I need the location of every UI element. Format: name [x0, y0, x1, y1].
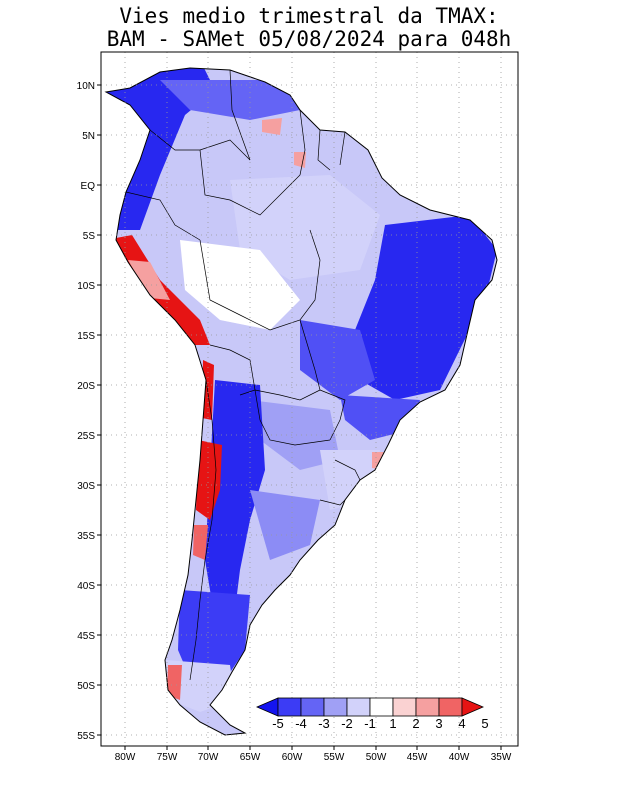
lat-label: 5N	[82, 131, 95, 142]
lat-label: 30S	[77, 481, 95, 492]
colorbar-bin	[323, 697, 348, 717]
colorbar-bin	[346, 697, 371, 717]
colorbar-label: -4	[295, 716, 307, 731]
lat-label: 20S	[77, 381, 95, 392]
lon-label: 35W	[491, 752, 512, 763]
lat-label: 55S	[77, 731, 95, 742]
colorbar: -5 -4 -3 -2 -1 1 2 3 4 5	[255, 697, 489, 731]
lon-label: 70W	[198, 752, 219, 763]
colorbar-bin	[392, 697, 417, 717]
coastline	[104, 67, 498, 736]
lat-label: 15S	[77, 331, 95, 342]
map-title-line2: BAM - SAMet 05/08/2024 para 048h	[106, 27, 512, 51]
colorbar-label: -1	[364, 716, 376, 731]
lon-axis: 80W 75W 70W 65W 60W 55W 50W 45W 40W 35W	[115, 746, 512, 763]
lon-label: 80W	[115, 752, 136, 763]
lat-label: 40S	[77, 581, 95, 592]
colorbar-bin	[415, 697, 440, 717]
lon-label: 55W	[324, 752, 345, 763]
colorbar-label: -3	[318, 716, 330, 731]
lat-label: 10N	[77, 81, 95, 92]
lon-label: 50W	[366, 752, 387, 763]
lat-label: EQ	[81, 181, 96, 192]
lon-label: 40W	[449, 752, 470, 763]
lat-label: 5S	[83, 231, 96, 242]
lat-label: 45S	[77, 631, 95, 642]
lat-label: 50S	[77, 681, 95, 692]
colorbar-label: 2	[412, 716, 419, 731]
colorbar-bin	[300, 697, 325, 717]
lat-axis: 10N 5N EQ 5S 10S 15S 20S 25S 30S 35S 40S…	[77, 81, 101, 742]
map-border	[100, 51, 519, 747]
colorbar-arrow-max	[461, 697, 485, 717]
lat-label: 25S	[77, 431, 95, 442]
lon-label: 45W	[407, 752, 428, 763]
colorbar-label: -5	[272, 716, 284, 731]
lon-label: 75W	[157, 752, 178, 763]
country-borders	[125, 69, 361, 681]
lat-label: 35S	[77, 531, 95, 542]
lon-label: 65W	[240, 752, 261, 763]
colorbar-label: 4	[458, 716, 465, 731]
lat-label: 10S	[77, 281, 95, 292]
map-title-line1: Vies medio trimestral da TMAX:	[119, 4, 499, 28]
colorbar-label: 5	[481, 716, 488, 731]
lon-label: 60W	[282, 752, 303, 763]
colorbar-bin	[277, 697, 302, 717]
colorbar-label: 3	[435, 716, 442, 731]
colorbar-bin	[369, 697, 394, 717]
colorbar-label: 1	[389, 716, 396, 731]
graticule	[101, 52, 518, 746]
colorbar-bin	[438, 697, 463, 717]
colorbar-label: -2	[341, 716, 353, 731]
